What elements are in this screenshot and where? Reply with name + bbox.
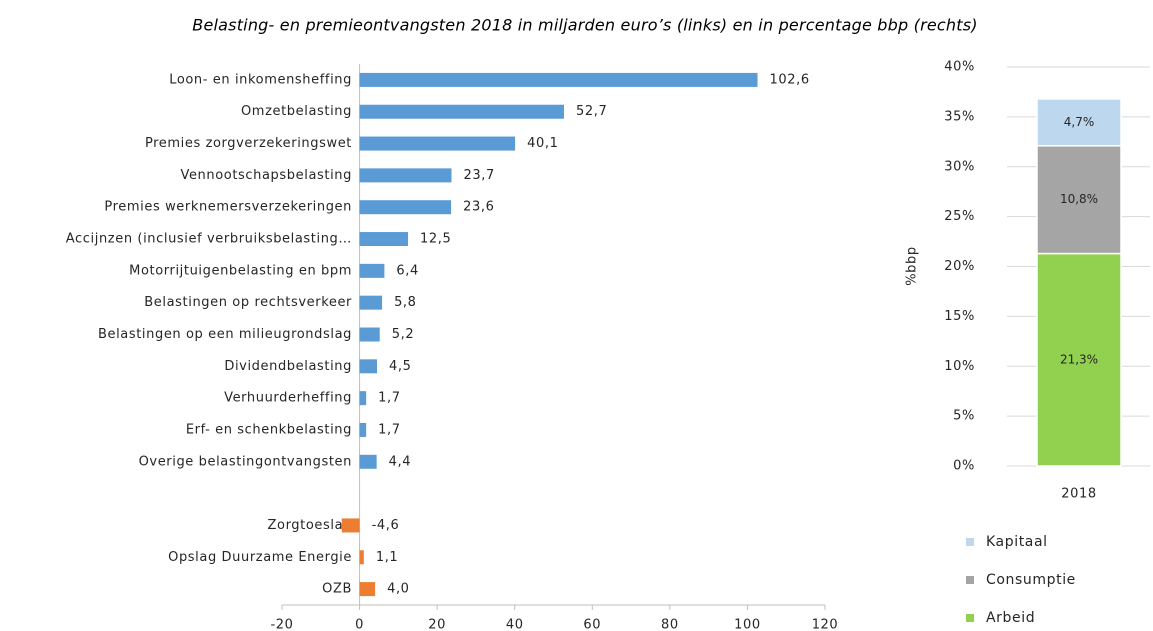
x-tick-label: 20 <box>428 618 446 631</box>
value-label: 23,7 <box>463 168 494 183</box>
bar <box>359 454 377 469</box>
category-label: Verhuurderheffing <box>224 391 352 406</box>
y-tick-label: 5% <box>953 409 975 424</box>
value-label: 4,4 <box>389 454 411 469</box>
value-label: 23,6 <box>463 200 494 215</box>
bar <box>359 359 378 374</box>
legend-label: Arbeid <box>986 610 1035 626</box>
y-tick-label: 25% <box>944 209 975 224</box>
x-tick-label: 2018 <box>1061 487 1096 502</box>
value-label: 21,3% <box>1060 352 1098 366</box>
y-tick-label: 40% <box>944 60 975 75</box>
value-label: 52,7 <box>576 104 607 119</box>
category-label: OZB <box>322 582 352 597</box>
bar <box>359 391 367 406</box>
chart-title: Belasting- en premieontvangsten 2018 in … <box>192 16 977 35</box>
value-label: 10,8% <box>1060 192 1098 206</box>
category-label: Motorrijtuigenbelasting en bpm <box>129 263 352 278</box>
legend-swatch <box>966 576 974 584</box>
y-tick-label: 35% <box>944 109 975 124</box>
value-label: 4,5 <box>389 359 411 374</box>
value-label: 12,5 <box>420 232 451 247</box>
bar <box>359 327 380 342</box>
x-tick-label: -20 <box>270 618 293 631</box>
category-label: Zorgtoeslag <box>268 518 352 533</box>
bar <box>359 422 367 437</box>
x-tick-label: 80 <box>661 618 679 631</box>
value-label: 102,6 <box>770 72 810 87</box>
value-label: 1,7 <box>378 391 400 406</box>
y-tick-label: 15% <box>944 309 975 324</box>
legend-swatch <box>966 614 974 622</box>
bar <box>359 263 385 278</box>
bar <box>359 232 409 247</box>
value-label: 5,2 <box>392 327 414 342</box>
category-label: Premies werknemersverzekeringen <box>104 200 352 215</box>
x-tick-label: 40 <box>506 618 524 631</box>
bar-segment <box>1036 98 1122 147</box>
value-label: 4,0 <box>387 582 409 597</box>
bar <box>359 295 383 310</box>
value-label: 1,1 <box>376 550 398 565</box>
category-label: Vennootschapsbelasting <box>180 168 352 183</box>
category-label: Overige belastingontvangsten <box>139 454 352 469</box>
value-label: 40,1 <box>527 136 558 151</box>
category-label: Belastingen op rechtsverkeer <box>144 295 352 310</box>
value-label: -4,6 <box>372 518 400 533</box>
x-tick-label: 120 <box>812 618 839 631</box>
legend-swatch <box>966 538 974 546</box>
category-label: Belastingen op een milieugrondslag <box>98 327 352 342</box>
category-label: Premies zorgverzekeringswet <box>145 136 352 151</box>
y-tick-label: 0% <box>953 459 975 474</box>
x-tick-label: 0 <box>355 618 364 631</box>
bar <box>359 72 758 87</box>
y-axis-label: %bbp <box>905 246 920 286</box>
value-label: 4,7% <box>1064 115 1095 129</box>
legend-label: Kapitaal <box>986 534 1048 550</box>
bar <box>359 200 452 215</box>
value-label: 5,8 <box>394 295 416 310</box>
x-tick-label: 60 <box>583 618 601 631</box>
category-label: Loon- en inkomensheffing <box>169 72 352 87</box>
bar <box>359 136 516 151</box>
category-label: Opslag Duurzame Energie <box>168 550 352 565</box>
legend-label: Consumptie <box>986 572 1076 588</box>
bar <box>359 550 364 565</box>
bar <box>359 104 564 119</box>
y-tick-label: 20% <box>944 259 975 274</box>
x-tick-label: 100 <box>734 618 761 631</box>
category-label: Accijnzen (inclusief verbruiksbelasting… <box>66 232 352 247</box>
bar-segment <box>1036 145 1122 255</box>
y-tick-label: 10% <box>944 359 975 374</box>
category-label: Omzetbelasting <box>241 104 352 119</box>
bar <box>359 582 376 597</box>
y-tick-label: 30% <box>944 159 975 174</box>
category-label: Erf- en schenkbelasting <box>186 422 352 437</box>
value-label: 1,7 <box>378 422 400 437</box>
bar <box>341 518 360 533</box>
category-label: Dividendbelasting <box>224 359 352 374</box>
bar <box>359 168 452 183</box>
value-label: 6,4 <box>396 263 418 278</box>
